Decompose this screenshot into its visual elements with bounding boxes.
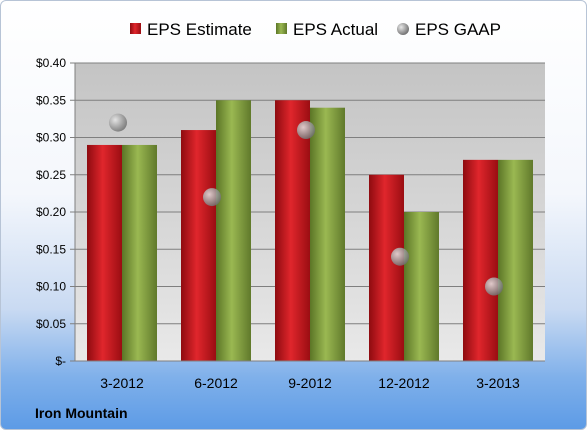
y-tick-label: $0.30 — [36, 131, 66, 145]
x-tick-label: 3-2012 — [100, 375, 144, 391]
x-tick-label: 12-2012 — [378, 375, 430, 391]
y-tick-label: $0.35 — [36, 93, 66, 107]
company-name: Iron Mountain — [35, 405, 128, 421]
y-tick-label: $0.10 — [36, 280, 66, 294]
legend-label-eps-actual: EPS Actual — [293, 20, 378, 39]
point-eps-gaap — [297, 121, 315, 140]
bar-eps-estimate — [87, 144, 122, 361]
point-eps-gaap — [485, 277, 503, 296]
bar-eps-estimate — [369, 174, 404, 361]
x-tick-label: 6-2012 — [194, 375, 238, 391]
legend-label-eps-gaap: EPS GAAP — [415, 20, 501, 39]
bar-eps-estimate — [463, 159, 498, 361]
point-eps-gaap — [203, 188, 221, 207]
bar-eps-estimate — [275, 100, 310, 361]
gaap-points — [109, 113, 503, 296]
bar-eps-actual — [310, 107, 345, 361]
y-tick-label: $0.25 — [36, 168, 66, 182]
legend-marker-eps-gaap — [397, 23, 409, 35]
y-tick-label: $0.40 — [36, 56, 66, 70]
legend: EPS Estimate EPS Actual EPS GAAP — [130, 20, 501, 39]
y-tick-label: $0.05 — [36, 317, 66, 331]
point-eps-gaap — [109, 113, 127, 132]
x-axis: 3-2012 6-2012 9-2012 12-2012 3-2013 — [75, 360, 545, 391]
y-tick-label: $0.20 — [36, 205, 66, 219]
legend-swatch-eps-estimate — [130, 23, 141, 34]
legend-label-eps-estimate: EPS Estimate — [147, 20, 252, 39]
legend-item-eps-estimate: EPS Estimate — [130, 20, 252, 39]
bar-eps-actual — [122, 144, 157, 361]
bars — [87, 100, 533, 361]
point-eps-gaap — [391, 247, 409, 266]
y-tick-label: $0.15 — [36, 242, 66, 256]
legend-item-eps-gaap: EPS GAAP — [397, 20, 501, 39]
bar-eps-actual — [498, 159, 533, 361]
bar-eps-actual — [216, 100, 251, 361]
bar-eps-actual — [404, 212, 439, 361]
x-tick-label: 3-2013 — [476, 375, 520, 391]
y-tick-label: $- — [55, 354, 66, 368]
y-axis: $- $0.05 $0.10 $0.15 $0.20 $0.25 $0.30 $0.35 $0.… — [36, 56, 76, 368]
x-tick-label: 9-2012 — [288, 375, 332, 391]
bar-eps-estimate — [181, 130, 216, 361]
legend-swatch-eps-actual — [276, 23, 287, 34]
legend-item-eps-actual: EPS Actual — [276, 20, 378, 39]
